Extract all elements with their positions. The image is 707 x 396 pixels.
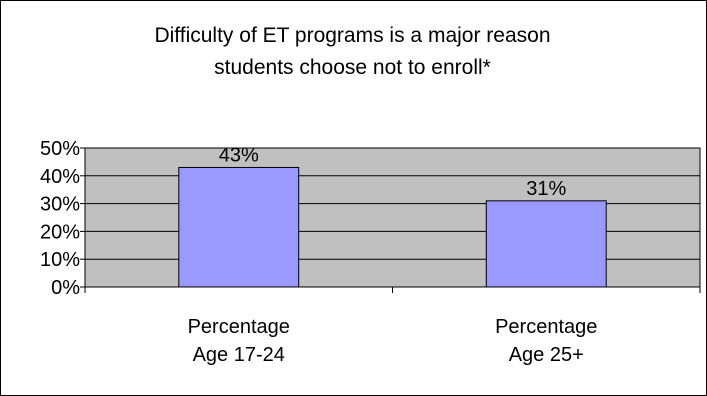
chart-title: Difficulty of ET programs is a major rea…	[0, 20, 705, 84]
x-category-label: Percentage	[188, 316, 290, 338]
y-tick-label: 30%	[40, 194, 80, 216]
data-label: 43%	[219, 144, 259, 166]
bar	[485, 200, 607, 288]
chart-title-line-1: Difficulty of ET programs is a major rea…	[154, 24, 551, 47]
y-tick-label: 40%	[40, 166, 80, 188]
chart-title-line-2: students choose not to enroll*	[214, 56, 491, 79]
x-category-label: Age 25+	[509, 344, 584, 366]
y-tick-label: 0%	[51, 277, 80, 299]
y-tick-label: 50%	[40, 138, 80, 160]
x-axis: Percentage Age 17-24 Percentage Age 25+	[84, 286, 701, 366]
data-labels: 43% 31%	[219, 144, 567, 199]
data-label: 31%	[526, 178, 566, 200]
y-tick-label: 10%	[40, 249, 80, 271]
bar	[178, 166, 300, 288]
plot-area	[84, 147, 701, 288]
bars	[178, 166, 607, 288]
x-category-label: Percentage	[495, 316, 597, 338]
y-tick-label: 20%	[40, 221, 80, 243]
y-axis: 0% 10% 20% 30% 40% 50%	[40, 138, 86, 299]
x-category-label: Age 17-24	[193, 344, 285, 366]
